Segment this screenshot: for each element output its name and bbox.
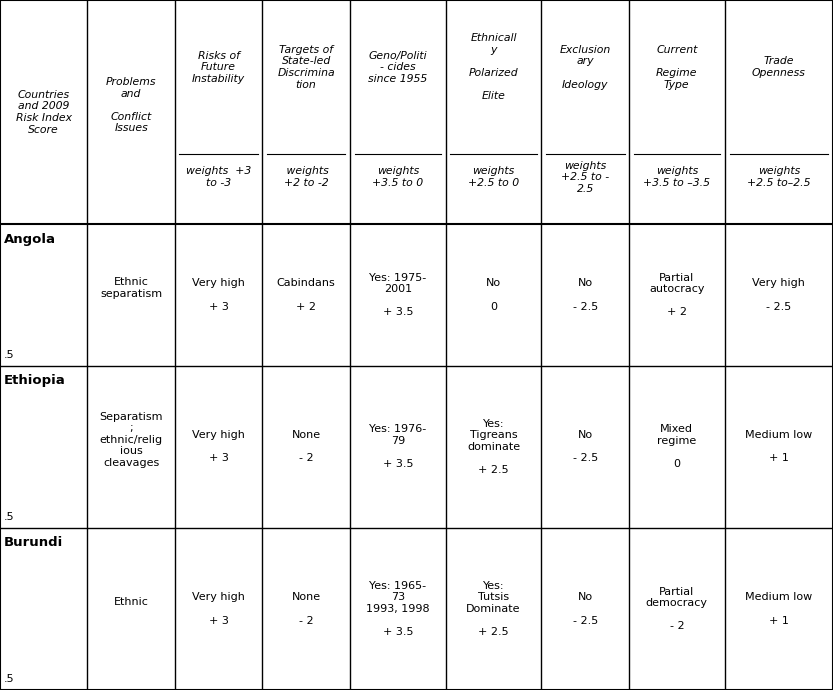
Text: Cabindans

+ 2: Cabindans + 2 [277,278,336,312]
Text: None

- 2: None - 2 [292,430,321,464]
Text: No

0: No 0 [486,278,501,312]
Text: weights
+3.5 to 0: weights +3.5 to 0 [372,166,423,188]
Text: Very high

- 2.5: Very high - 2.5 [752,278,806,312]
Text: Yes:
Tigreans
dominate

+ 2.5: Yes: Tigreans dominate + 2.5 [467,419,520,475]
Text: weights
+2.5 to -
2.5: weights +2.5 to - 2.5 [561,161,609,194]
Text: Risks of
Future
Instability: Risks of Future Instability [192,50,245,84]
Text: Geno/Politi
- cides
since 1955: Geno/Politi - cides since 1955 [368,50,427,84]
Text: Partial
autocracy

+ 2: Partial autocracy + 2 [649,273,705,317]
Text: .5: .5 [4,351,15,360]
Text: Very high

+ 3: Very high + 3 [192,592,245,626]
Text: weights
+3.5 to –3.5: weights +3.5 to –3.5 [643,166,711,188]
Text: Targets of
State-led
Discrimina
tion: Targets of State-led Discrimina tion [277,45,335,90]
Text: .5: .5 [4,513,15,522]
Text: weights
+2.5 to 0: weights +2.5 to 0 [468,166,519,188]
Text: Yes: 1976-
79

+ 3.5: Yes: 1976- 79 + 3.5 [369,424,426,469]
Text: None

- 2: None - 2 [292,592,321,626]
Text: Trade
Openness: Trade Openness [752,57,806,78]
Text: Very high

+ 3: Very high + 3 [192,278,245,312]
Text: Ethiopia: Ethiopia [4,374,66,387]
Text: Current

Regime
Type: Current Regime Type [656,45,697,90]
Text: Problems
and

Conflict
Issues: Problems and Conflict Issues [106,77,157,133]
Text: Medium low

+ 1: Medium low + 1 [746,430,812,464]
Text: weights
+2 to -2: weights +2 to -2 [283,166,329,188]
Text: No

- 2.5: No - 2.5 [572,278,598,312]
Text: Ethnic: Ethnic [114,597,148,607]
Text: Burundi: Burundi [4,536,63,549]
Text: Ethnic
separatism: Ethnic separatism [100,277,162,299]
Text: Separatism
;
ethnic/relig
ious
cleavages: Separatism ; ethnic/relig ious cleavages [99,412,163,468]
Text: weights
+2.5 to–2.5: weights +2.5 to–2.5 [747,166,811,188]
Text: Medium low

+ 1: Medium low + 1 [746,592,812,626]
Text: Yes: 1965-
73
1993, 1998

+ 3.5: Yes: 1965- 73 1993, 1998 + 3.5 [366,581,430,637]
Text: Countries
and 2009
Risk Index
Score: Countries and 2009 Risk Index Score [16,90,72,135]
Text: Yes: 1975-
2001

+ 3.5: Yes: 1975- 2001 + 3.5 [369,273,426,317]
Text: Very high

+ 3: Very high + 3 [192,430,245,464]
Text: Yes:
Tutsis
Dominate

+ 2.5: Yes: Tutsis Dominate + 2.5 [466,581,521,637]
Text: No

- 2.5: No - 2.5 [572,592,598,626]
Text: No

- 2.5: No - 2.5 [572,430,598,464]
Text: Angola: Angola [4,233,56,246]
Text: Mixed
regime

0: Mixed regime 0 [657,424,696,469]
Text: .5: .5 [4,675,15,684]
Text: Exclusion
ary

Ideology: Exclusion ary Ideology [560,45,611,90]
Text: Partial
democracy

- 2: Partial democracy - 2 [646,586,708,631]
Text: Ethnicall
y

Polarized

Elite: Ethnicall y Polarized Elite [469,33,518,101]
Text: weights  +3
to -3: weights +3 to -3 [186,166,252,188]
